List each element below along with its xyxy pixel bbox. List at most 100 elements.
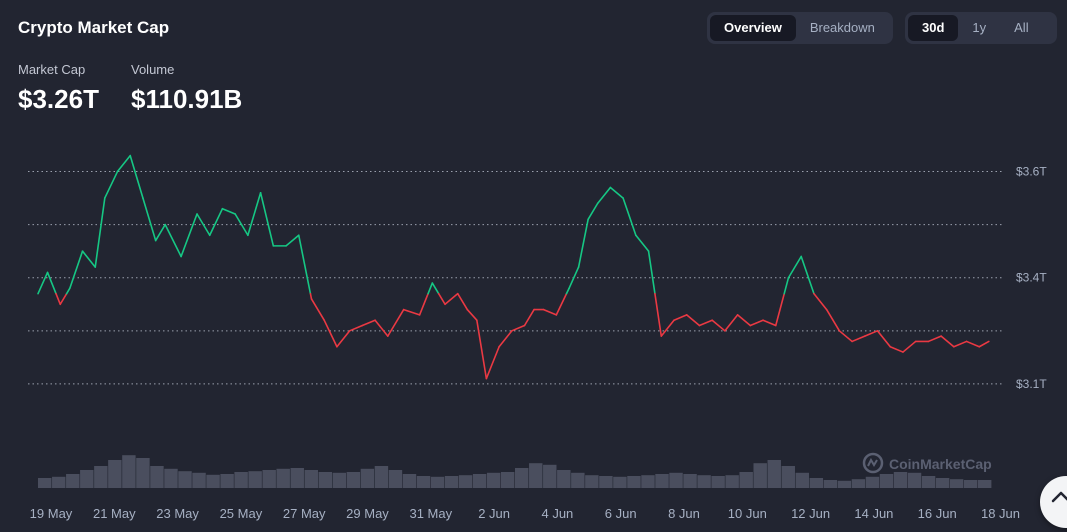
overview-tab[interactable]: Overview [710, 15, 796, 41]
volume-label: Volume [131, 62, 175, 77]
x-tick-label: 21 May [93, 506, 136, 521]
price-line-segment [427, 282, 434, 295]
volume-bar [893, 472, 908, 488]
watermark: CoinMarketCap [862, 452, 992, 474]
price-line-segment [55, 292, 62, 306]
price-line-segment [437, 292, 446, 306]
volume-bar [262, 470, 276, 488]
x-tick-label: 18 Jun [981, 506, 1020, 521]
x-tick-label: 10 Jun [728, 506, 767, 521]
volume-bar [697, 475, 711, 488]
range-30d-tab[interactable]: 30d [908, 15, 959, 41]
volume-bar [346, 472, 361, 488]
volume-bar [486, 472, 501, 488]
y-tick-label: $3.6T [1016, 165, 1047, 179]
price-line-segment [69, 250, 84, 290]
price-line-segment [762, 319, 777, 327]
volume-bar [430, 476, 445, 488]
price-line-segment [851, 335, 866, 343]
volume-bar [248, 471, 262, 488]
watermark-text: CoinMarketCap [889, 456, 992, 472]
x-tick-label: 29 May [346, 506, 389, 521]
range-all-tab[interactable]: All [1014, 20, 1029, 35]
volume-bar [402, 474, 417, 488]
price-line-segment [466, 308, 478, 321]
price-line-segment [336, 330, 351, 348]
range-1y-tab[interactable]: 1y [972, 20, 987, 35]
market-cap-line [37, 154, 990, 380]
volume-bar [655, 474, 669, 488]
price-line-segment [37, 271, 49, 295]
volume-bar [164, 468, 178, 488]
breakdown-tab[interactable]: Breakdown [809, 20, 875, 35]
volume-bar [851, 479, 866, 488]
price-line-segment [673, 314, 688, 321]
price-line-segment [285, 234, 300, 247]
price-line-segment [259, 191, 275, 247]
volume-bar [795, 472, 810, 488]
price-line-segment [635, 234, 650, 252]
volume-bar [276, 468, 290, 488]
volume-bar [472, 474, 487, 488]
market-cap-label: Market Cap [18, 62, 86, 77]
price-line-segment [647, 250, 656, 295]
x-tick-label: 12 Jun [791, 506, 830, 521]
price-line-segment [309, 292, 313, 300]
price-line-segment [180, 213, 198, 258]
volume-bar [543, 464, 557, 488]
price-line-segment [418, 292, 429, 316]
volume-bar [108, 460, 122, 488]
volume-bar [458, 475, 473, 488]
volume-bar [613, 476, 627, 488]
volume-bar [52, 476, 66, 488]
volume-bar [907, 472, 922, 488]
price-line-segment [310, 298, 326, 321]
volume-bar [416, 476, 431, 488]
price-line-segment [660, 319, 675, 337]
price-line-segment [116, 154, 132, 173]
volume-bar [374, 466, 389, 488]
price-line-segment [711, 319, 726, 332]
volume-bar [388, 470, 403, 488]
price-line-segment [736, 314, 752, 327]
price-line-segment [208, 207, 224, 237]
price-line-segment [164, 223, 182, 258]
price-line-segment [965, 340, 981, 348]
volume-bar [781, 466, 795, 488]
price-line-segment [485, 345, 500, 380]
price-line-segment [81, 250, 97, 268]
volume-bar [823, 480, 838, 488]
x-tick-label: 6 Jun [605, 506, 637, 521]
volume-bar [192, 472, 206, 488]
volume-bar [683, 474, 697, 488]
volume-bar [571, 472, 585, 488]
view-toggle: Overview Breakdown [707, 12, 893, 44]
price-line-segment [476, 319, 488, 380]
price-line-segment [65, 287, 71, 295]
x-tick-label: 16 Jun [918, 506, 957, 521]
x-tick-label: 19 May [30, 506, 73, 521]
volume-value: $110.91B [131, 84, 243, 114]
price-line-segment [511, 324, 526, 332]
volume-bar [725, 475, 739, 488]
volume-bar [711, 476, 725, 488]
price-line-segment [565, 287, 570, 295]
x-tick-label: 31 May [409, 506, 452, 521]
volume-bar [150, 466, 164, 488]
price-line-segment [800, 255, 815, 295]
x-tick-label: 27 May [283, 506, 326, 521]
price-line-segment [402, 308, 421, 316]
volume-bar [500, 472, 515, 488]
coinmarketcap-logo-mark [867, 457, 878, 467]
volume-bar [360, 468, 375, 488]
price-line-segment [523, 308, 535, 327]
y-tick-label: $3.1T [1016, 377, 1047, 391]
volume-bar [444, 476, 459, 488]
price-line-segment [297, 234, 312, 295]
price-line-segment [142, 197, 157, 242]
volume-bar [753, 463, 767, 488]
price-line-segment [838, 330, 853, 343]
volume-bar [865, 476, 880, 488]
price-line-segment [787, 255, 803, 279]
volume-bar [599, 476, 613, 488]
